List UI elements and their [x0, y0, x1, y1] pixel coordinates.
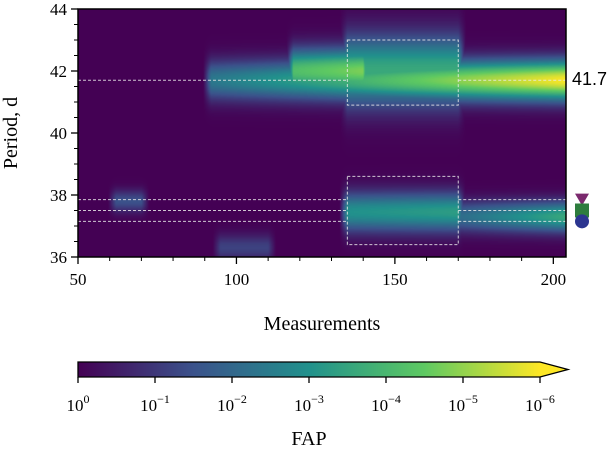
x-tick-label: 150	[382, 270, 408, 289]
colorbar: 100 10−1 10−2 10−3 10−4 10−5 10−6	[67, 361, 571, 415]
heatmap-image	[78, 9, 566, 257]
colorbar-tick-label: 100	[67, 392, 90, 415]
colorbar-gradient	[78, 362, 540, 377]
y-tick-label: 44	[50, 0, 68, 19]
y-tick-label: 42	[50, 62, 67, 81]
side-markers	[575, 193, 589, 229]
colorbar-extend-arrow	[540, 362, 568, 377]
colorbar-tick-label: 10−2	[217, 392, 247, 415]
circle-marker	[575, 214, 589, 229]
colorbar-tick-label: 10−6	[525, 392, 555, 415]
y-tick-label: 36	[50, 248, 67, 267]
colorbar-label: FAP	[291, 428, 326, 450]
x-tick-label: 50	[70, 270, 87, 289]
y-axis-title: Period, d	[0, 97, 22, 169]
triangle-marker	[575, 193, 589, 206]
x-tick-label: 200	[541, 270, 567, 289]
x-tick-label: 100	[224, 270, 250, 289]
highlight-box	[346, 175, 459, 246]
x-axis-title: Measurements	[264, 313, 381, 335]
y-tick-label: 40	[50, 124, 67, 143]
period-annotation: 41.7	[572, 69, 607, 89]
y-tick-label: 38	[50, 186, 67, 205]
axes: 50 100 150 200 36 38 40 42 44	[50, 0, 566, 289]
heatmap-overlays	[78, 39, 566, 246]
colorbar-tick-label: 10−1	[140, 392, 170, 415]
square-marker	[575, 203, 589, 218]
colorbar-tick-label: 10−4	[371, 392, 401, 415]
heatmap	[78, 9, 566, 257]
highlight-box	[346, 39, 459, 106]
colorbar-outline	[77, 361, 571, 378]
colorbar-tick-label: 10−5	[448, 392, 478, 415]
colorbar-tick-label: 10−3	[294, 392, 324, 415]
